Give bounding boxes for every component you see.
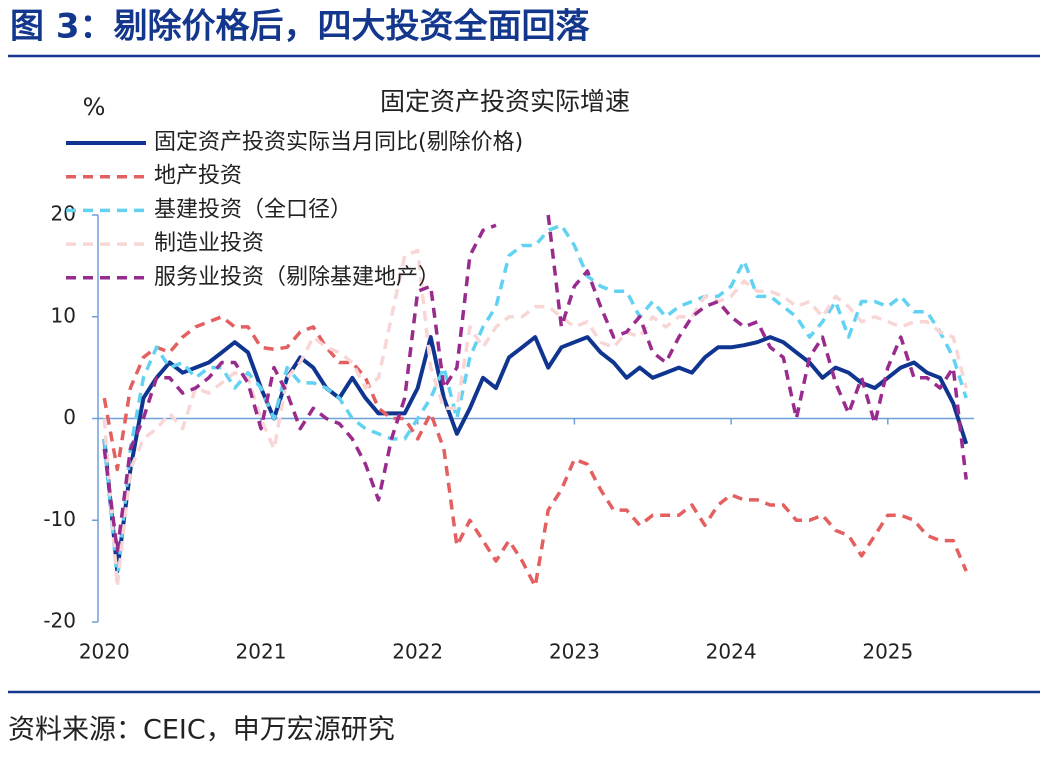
x-tick-label: 2024 bbox=[706, 640, 757, 664]
y-tick-label: 10 bbox=[51, 303, 76, 327]
series-line bbox=[102, 335, 969, 574]
y-tick-label: -10 bbox=[43, 507, 76, 531]
legend-label: 地产投资 bbox=[154, 164, 242, 189]
x-tick-label: 2020 bbox=[79, 640, 130, 664]
legend-label: 固定资产投资实际当月同比(剔除价格) bbox=[154, 130, 523, 155]
series-line bbox=[102, 223, 968, 584]
legend-label: 基建投资（全口径） bbox=[154, 197, 352, 222]
y-tick-label: -20 bbox=[43, 609, 76, 633]
x-tick-label: 2021 bbox=[236, 640, 287, 664]
series-line bbox=[102, 315, 968, 589]
y-tick-label: 0 bbox=[63, 405, 76, 429]
source-note: 资料来源：CEIC，申万宏源研究 bbox=[8, 715, 395, 746]
series-line bbox=[102, 214, 968, 553]
x-tick-label: 2022 bbox=[392, 640, 443, 664]
legend-label: 制造业投资 bbox=[154, 231, 264, 256]
chart-title: 固定资产投资实际增速 bbox=[380, 87, 630, 116]
series-line bbox=[102, 248, 968, 589]
legend-label: 服务业投资（剔除基建地产） bbox=[154, 265, 440, 290]
y-axis-label: % bbox=[83, 93, 106, 121]
y-tick-label: 20 bbox=[51, 202, 76, 226]
page-title: 图 3：剔除价格后，四大投资全面回落 bbox=[10, 7, 590, 47]
x-tick-label: 2025 bbox=[862, 640, 913, 664]
x-tick-label: 2023 bbox=[549, 640, 600, 664]
